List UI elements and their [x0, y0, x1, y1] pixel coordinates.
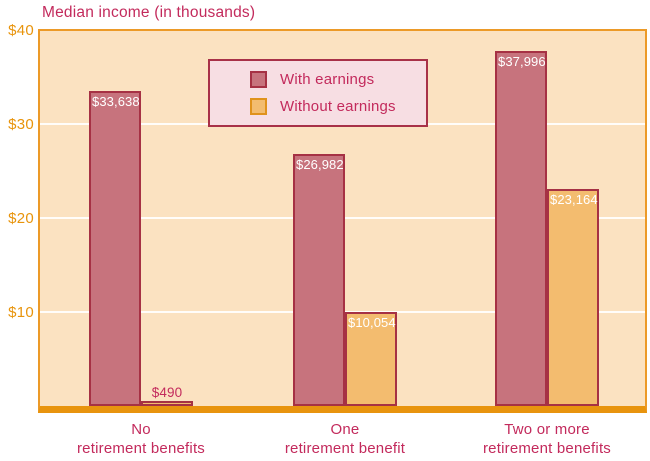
bar-group-no-benefits: $33,638 $490	[89, 91, 193, 406]
y-axis-tick-label-40: $40	[8, 22, 34, 39]
without-earnings-swatch-icon	[250, 98, 267, 115]
bar-value-label: $37,996	[498, 54, 546, 69]
legend-item-without-earnings: Without earnings	[250, 98, 426, 115]
legend: With earnings Without earnings	[208, 59, 428, 127]
bar-with-earnings: $37,996	[495, 51, 547, 406]
bar-without-earnings: $10,054	[345, 312, 397, 406]
bar-value-label: $33,638	[92, 94, 140, 109]
x-label-line: retirement benefit	[284, 440, 406, 457]
x-label-line: Two or more	[504, 421, 590, 438]
bar-value-label: $23,164	[550, 192, 598, 207]
legend-item-with-earnings: With earnings	[250, 71, 426, 88]
x-axis-label-two-or-more: Two or more retirement benefits	[447, 420, 647, 458]
bar-value-label: $10,054	[348, 315, 396, 330]
x-label-line: retirement benefits	[482, 440, 612, 457]
bar-group-two-or-more: $37,996 $23,164	[495, 51, 599, 406]
y-axis-tick-label-20: $20	[8, 210, 34, 227]
x-label-line: No	[131, 421, 151, 438]
plot-area: $33,638 $490 $26,982 $10,054 $37,996 $23,16…	[38, 29, 647, 413]
bar-value-label: $490	[151, 385, 183, 400]
legend-label: With earnings	[280, 71, 375, 88]
x-label-line: One	[330, 421, 360, 438]
x-axis-label-one-benefit: One retirement benefit	[245, 420, 445, 458]
bar-with-earnings: $26,982	[293, 154, 345, 406]
y-axis-tick-label-30: $30	[8, 116, 34, 133]
x-label-line: retirement benefits	[76, 440, 206, 457]
bar-without-earnings: $490	[141, 385, 193, 406]
y-axis-tick-label-10: $10	[8, 304, 34, 321]
bar-without-earnings: $23,164	[547, 189, 599, 406]
bar-with-earnings: $33,638	[89, 91, 141, 406]
x-axis-label-no-benefits: No retirement benefits	[41, 420, 241, 458]
bar-value-label: $26,982	[296, 157, 344, 172]
legend-label: Without earnings	[280, 98, 396, 115]
with-earnings-swatch-icon	[250, 71, 267, 88]
chart-title: Median income (in thousands)	[42, 4, 256, 21]
bar-group-one-benefit: $26,982 $10,054	[293, 154, 397, 406]
